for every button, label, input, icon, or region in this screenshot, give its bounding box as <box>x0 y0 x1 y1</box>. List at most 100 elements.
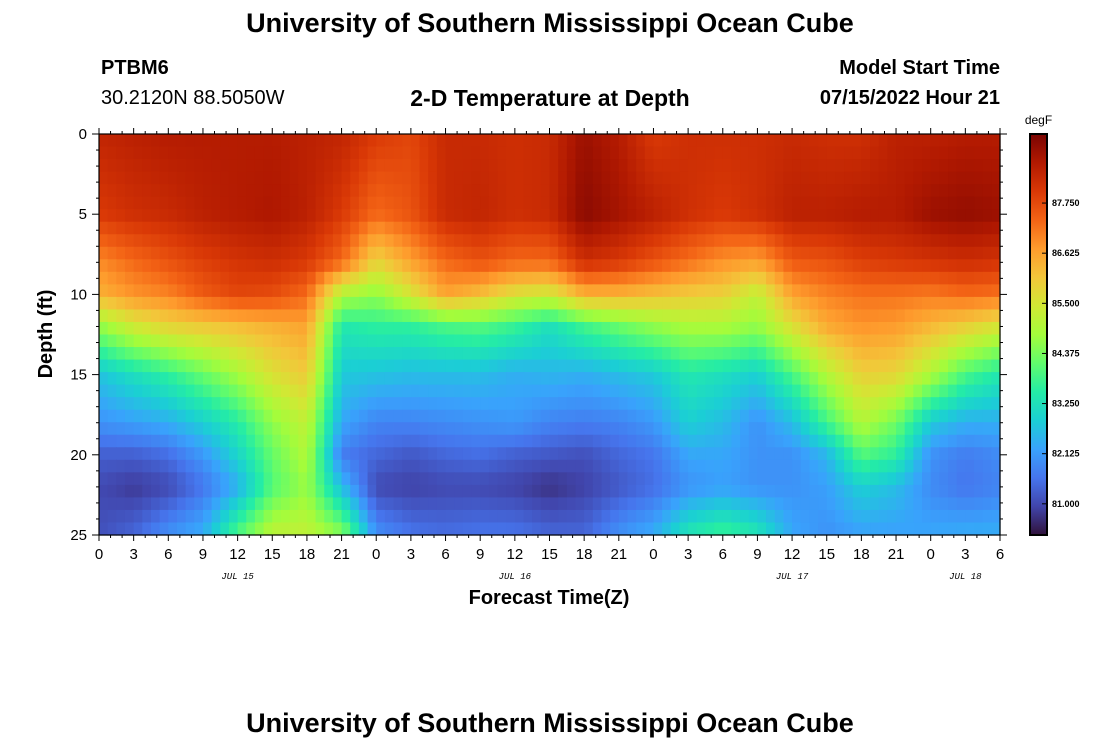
heatmap-cell <box>393 397 403 411</box>
heatmap-cell <box>194 196 204 210</box>
heatmap-cell <box>116 359 126 373</box>
heatmap-cell <box>272 184 282 198</box>
heatmap-cell <box>107 434 117 448</box>
heatmap-cell <box>150 334 161 348</box>
heatmap-cell <box>558 184 568 198</box>
heatmap-cell <box>445 234 455 248</box>
date-label: JUL 18 <box>949 572 982 582</box>
heatmap-cell <box>488 434 499 448</box>
heatmap-cell <box>965 459 975 473</box>
heatmap-cell <box>679 159 689 173</box>
heatmap-cell <box>168 221 178 235</box>
heatmap-cell <box>627 196 637 210</box>
heatmap-cell <box>358 359 369 373</box>
heatmap-cell <box>410 384 421 398</box>
heatmap-cell <box>523 372 533 386</box>
heatmap-cell <box>185 321 195 336</box>
heatmap-cell <box>480 522 490 536</box>
heatmap-cell <box>566 159 577 173</box>
heatmap-cell <box>514 321 525 336</box>
heatmap-cell <box>982 472 992 486</box>
heatmap-cell <box>896 359 906 373</box>
heatmap-cell <box>549 434 559 448</box>
heatmap-cell <box>289 321 299 336</box>
heatmap-cell <box>679 246 689 260</box>
heatmap-cell <box>263 246 273 260</box>
heatmap-cell <box>601 347 611 361</box>
heatmap-cell <box>410 271 421 285</box>
heatmap-cell <box>488 359 499 373</box>
heatmap-cell <box>246 347 256 361</box>
heatmap-cell <box>592 522 603 536</box>
heatmap-cell <box>523 246 533 260</box>
heatmap-cell <box>211 271 221 285</box>
heatmap-cell <box>436 459 447 473</box>
heatmap-cell <box>705 372 715 386</box>
heatmap-cell <box>497 171 507 185</box>
heatmap-cell <box>116 271 126 285</box>
heatmap-cell <box>818 347 828 361</box>
heatmap-cell <box>540 472 551 486</box>
heatmap-cell <box>792 484 802 499</box>
heatmap-cell <box>549 347 559 361</box>
heatmap-cell <box>324 497 334 511</box>
heatmap-cell <box>514 284 525 298</box>
heatmap-cell <box>384 171 395 185</box>
heatmap-cell <box>116 347 126 361</box>
heatmap-cell <box>792 359 802 373</box>
heatmap-cell <box>220 434 230 448</box>
heatmap-cell <box>176 209 187 223</box>
heatmap-cell <box>358 422 369 436</box>
heatmap-cell <box>280 259 291 273</box>
heatmap-cell <box>211 196 221 210</box>
heatmap-cell <box>627 159 637 173</box>
heatmap-cell <box>514 397 525 411</box>
heatmap-cell <box>176 246 187 260</box>
heatmap-cell <box>254 472 265 486</box>
y-tick-label: 0 <box>79 126 87 143</box>
heatmap-cell <box>809 522 819 536</box>
heatmap-cell <box>514 234 525 248</box>
heatmap-cell <box>445 459 455 473</box>
heatmap-cell <box>228 422 239 436</box>
heatmap-cell <box>809 434 819 448</box>
heatmap-cell <box>133 271 143 285</box>
heatmap-cell <box>844 321 854 336</box>
heatmap-cell <box>367 447 377 461</box>
heatmap-cell <box>194 209 204 223</box>
heatmap-cell <box>783 159 793 173</box>
y-tick-label: 15 <box>70 367 87 384</box>
heatmap-cell <box>974 284 984 298</box>
heatmap-cell <box>237 372 247 386</box>
heatmap-cell <box>740 422 750 436</box>
heatmap-cell <box>410 171 421 185</box>
heatmap-cell <box>948 284 958 298</box>
heatmap-cell <box>705 159 715 173</box>
heatmap-cell <box>176 234 187 248</box>
heatmap-cell <box>896 309 906 323</box>
heatmap-cell <box>610 334 620 348</box>
heatmap-cell <box>254 184 265 198</box>
heatmap-cell <box>835 522 845 536</box>
heatmap-cell <box>930 497 940 511</box>
heatmap-cell <box>497 296 507 311</box>
heatmap-cell <box>601 134 611 148</box>
heatmap-cell <box>636 321 646 336</box>
heatmap-cell <box>636 184 646 198</box>
heatmap-cell <box>558 134 568 148</box>
heatmap-cell <box>298 472 308 486</box>
heatmap-cell <box>913 159 923 173</box>
heatmap-cell <box>774 184 785 198</box>
heatmap-cell <box>358 159 369 173</box>
heatmap-cell <box>679 422 689 436</box>
heatmap-cell <box>618 422 629 436</box>
heatmap-cell <box>705 234 715 248</box>
heatmap-cell <box>575 159 585 173</box>
heatmap-cell <box>549 359 559 373</box>
heatmap-cell <box>185 296 195 311</box>
heatmap-cell <box>610 134 620 148</box>
heatmap-cell <box>861 409 871 423</box>
heatmap-cell <box>878 459 888 473</box>
heatmap-cell <box>402 321 412 336</box>
heatmap-cell <box>506 271 516 285</box>
